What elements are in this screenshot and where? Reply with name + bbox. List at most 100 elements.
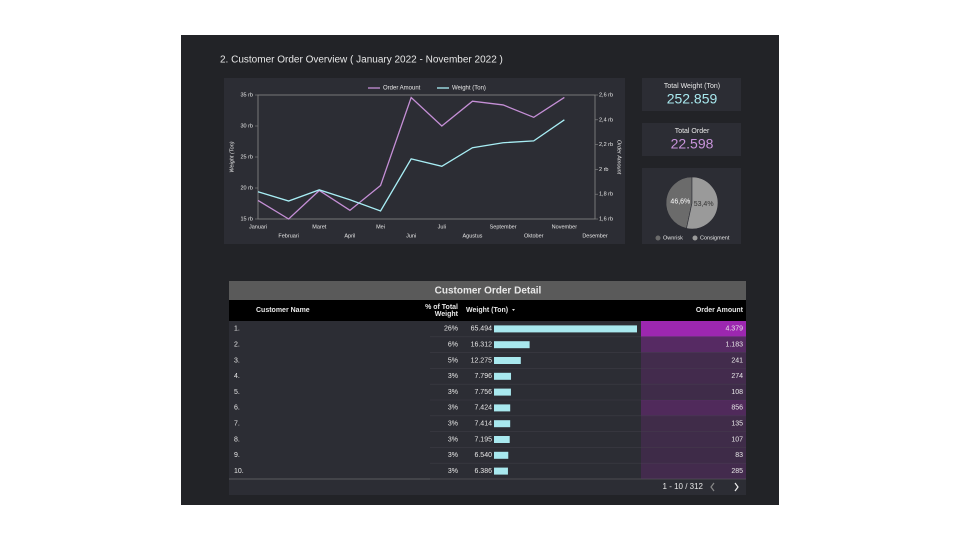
row-share: 3%: [448, 389, 458, 396]
y2-tick-label: 2,6 rb: [599, 92, 613, 98]
y-tick-label: 15 rb: [240, 216, 253, 222]
row-order: 83: [735, 452, 743, 459]
row-weight: 7.414: [474, 421, 492, 428]
pie-slice: [665, 176, 693, 229]
row-rank: 6.: [234, 405, 240, 412]
order-cell: [641, 415, 746, 432]
row-rank: 10.: [234, 468, 244, 475]
kpi-box: [642, 78, 741, 111]
page-title: 2. Customer Order Overview ( January 202…: [220, 55, 503, 66]
order-cell: [641, 321, 746, 337]
column-header: Weight: [435, 311, 459, 318]
kpi-value: 22.598: [671, 136, 714, 152]
row-rank: 5.: [234, 389, 240, 396]
row-share: 3%: [448, 452, 458, 459]
x-tick-label: Januari: [249, 224, 267, 230]
pie-label: 53,4%: [694, 201, 714, 208]
row-weight: 7.796: [474, 373, 492, 380]
x-tick-label: Oktober: [524, 233, 544, 239]
row-order: 241: [731, 357, 743, 364]
series-line: [257, 96, 565, 220]
pagination: 1 - 10 / 312: [663, 482, 704, 491]
order-cell: [641, 336, 746, 353]
column-header[interactable]: Weight (Ton): [466, 307, 508, 314]
row-share: 3%: [448, 373, 458, 380]
weight-bar: [494, 436, 510, 443]
weight-bar: [494, 357, 521, 364]
row-rank: 2.: [234, 342, 240, 349]
x-tick-label: Agustus: [463, 233, 483, 239]
row-share: 5%: [448, 357, 458, 364]
y2-tick-label: 2,2 rb: [599, 142, 613, 148]
x-tick-label: April: [344, 233, 355, 239]
table-title: Customer Order Detail: [435, 286, 542, 297]
row-share: 3%: [448, 468, 458, 475]
y-tick-label: 30 rb: [240, 123, 253, 129]
kpi-value: 252.859: [667, 91, 718, 107]
y2-tick-label: 2,4 rb: [599, 117, 613, 123]
row-rank: 1.: [234, 326, 240, 333]
y-tick-label: 35 rb: [240, 92, 253, 98]
series-line: [257, 119, 565, 212]
x-tick-label: Februari: [278, 233, 298, 239]
column-header: Customer Name: [256, 307, 310, 314]
y2-tick-label: 2 rb: [599, 167, 608, 173]
legend-label: Order Amount: [383, 86, 421, 92]
y-tick-label: 25 rb: [240, 154, 253, 160]
weight-bar: [494, 388, 511, 396]
kpi-label: Total Order: [675, 128, 710, 135]
x-tick-label: Juli: [438, 224, 446, 230]
sort-arrow[interactable]: [512, 309, 515, 311]
row-rank: 4.: [234, 373, 240, 380]
legend-dot: [655, 235, 661, 241]
row-order: 856: [731, 405, 743, 412]
kpi-box: [642, 123, 741, 156]
row-share: 3%: [448, 436, 458, 443]
weight-bar: [494, 467, 508, 475]
weight-bar: [494, 341, 530, 349]
order-cell: [641, 352, 746, 369]
x-tick-label: September: [490, 224, 517, 230]
row-weight: 7.424: [474, 405, 492, 412]
row-order: 4.379: [725, 326, 743, 333]
legend-label: Ownrisk: [663, 235, 683, 241]
row-weight: 7.195: [474, 436, 492, 443]
legend-dot: [692, 235, 698, 241]
row-order: 274: [731, 373, 743, 380]
weight-bar: [494, 372, 512, 380]
kpi-label: Total Weight (Ton): [664, 83, 720, 90]
row-share: 26%: [444, 326, 458, 333]
pie-label: 46,6%: [670, 199, 690, 206]
table-header-row: [229, 300, 746, 321]
row-rank: 8.: [234, 436, 240, 443]
row-order: 108: [731, 389, 743, 396]
weight-bar: [494, 325, 637, 333]
row-weight: 12.275: [471, 357, 493, 364]
column-header: % of Total: [425, 304, 458, 311]
y-tick-label: 20 rb: [240, 185, 253, 191]
weight-bar: [494, 404, 511, 412]
x-tick-label: Maret: [312, 224, 327, 230]
row-rank: 7.: [234, 421, 240, 428]
table-title-bar: [229, 281, 746, 300]
y2-tick-label: 1,8 rb: [599, 192, 613, 198]
y-axis-title: Weight (Ton): [229, 141, 235, 172]
order-cell: [641, 447, 746, 464]
pie-slice: [686, 176, 719, 230]
row-order: 285: [731, 468, 743, 475]
next-page[interactable]: [734, 482, 739, 492]
row-weight: 6.540: [474, 452, 492, 459]
x-tick-label: Juni: [406, 233, 416, 239]
y2-tick-label: 1,6 rb: [599, 216, 613, 222]
x-tick-label: Mei: [376, 224, 385, 230]
weight-bar: [494, 420, 511, 428]
legend-label: Consigment: [700, 235, 730, 241]
prev-page[interactable]: [710, 482, 715, 492]
row-rank: 9.: [234, 452, 240, 459]
row-weight: 6.386: [474, 468, 492, 475]
x-tick-label: November: [552, 224, 578, 230]
order-cell: [641, 384, 746, 400]
row-weight: 16.312: [471, 342, 493, 349]
row-order: 135: [731, 421, 743, 428]
